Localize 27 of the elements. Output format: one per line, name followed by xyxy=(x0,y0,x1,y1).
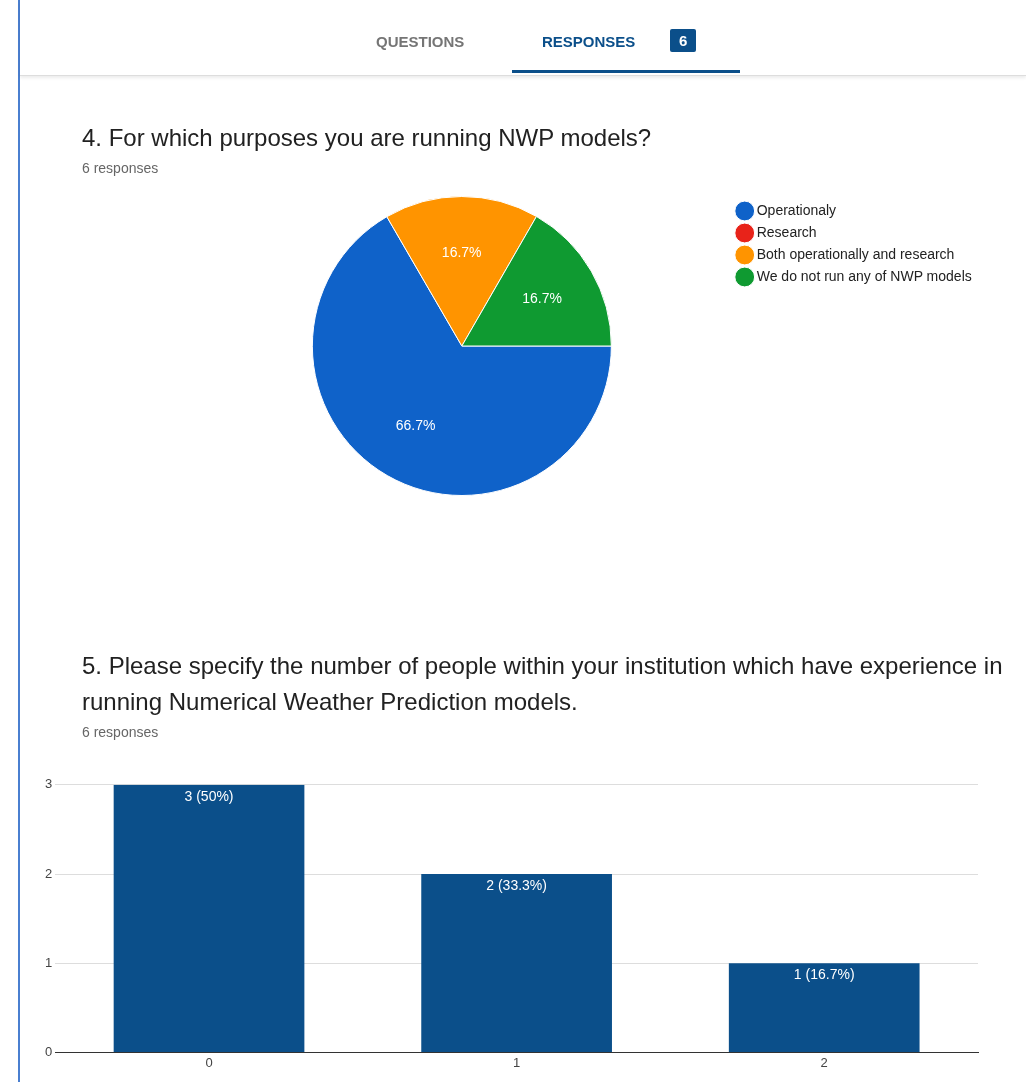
data-label: 3 (50%) xyxy=(184,787,234,804)
y-tick-label: 0 xyxy=(45,1043,53,1059)
legend-label: We do not run any of NWP models xyxy=(756,267,972,284)
text: 6 xyxy=(670,29,697,52)
data-label: 16.7% xyxy=(522,290,562,307)
text: RESPONSES xyxy=(542,33,636,50)
x-tick-label: 2 xyxy=(820,1054,828,1070)
bar xyxy=(421,874,612,1052)
data-label: 2 (33.3%) xyxy=(486,876,547,893)
text: QUESTIONS xyxy=(376,33,465,50)
chart-title: 5. Please specify the number of people within your institution which have experience in running Numerical Weather Prediction models. xyxy=(82,651,1004,717)
bar xyxy=(728,963,920,1052)
y-tick-label: 3 xyxy=(45,776,53,792)
legend-label: Research xyxy=(756,223,817,240)
x-tick-label: 0 xyxy=(205,1054,213,1070)
legend-label: Both operationally and research xyxy=(756,245,955,262)
data-label: 16.7% xyxy=(441,244,482,261)
data-label: 1 (16.7%) xyxy=(793,966,855,983)
x-tick-label: 1 xyxy=(513,1054,521,1070)
data-label: 66.7% xyxy=(395,417,436,434)
chart-subtitle: 6 responses xyxy=(82,724,160,740)
chart-title: 4. For which purposes you are running NWP models? xyxy=(82,123,653,153)
bar xyxy=(113,784,305,1052)
text: 6 responses xyxy=(82,160,160,176)
legend-label: Operationaly xyxy=(756,201,837,218)
y-tick-label: 2 xyxy=(45,865,53,881)
y-tick-label: 1 xyxy=(45,954,53,970)
